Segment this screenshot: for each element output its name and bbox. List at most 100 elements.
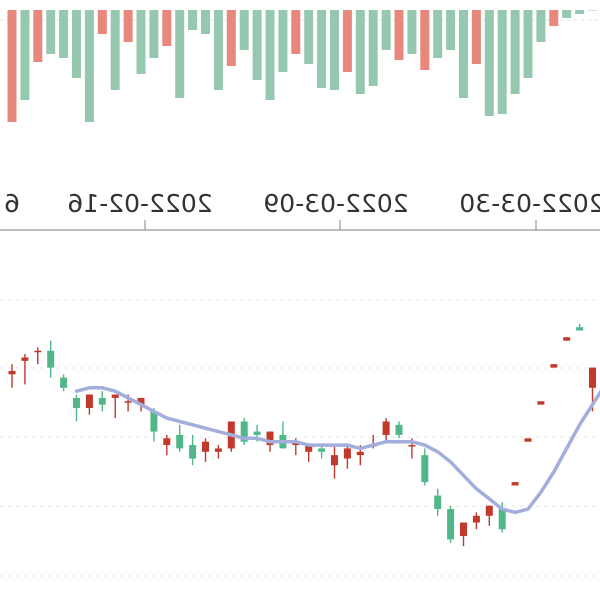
candle-body	[550, 364, 558, 368]
volume-bar	[84, 10, 94, 122]
volume-bar	[523, 10, 533, 78]
volume-bar	[46, 10, 56, 54]
candle-body	[472, 515, 480, 523]
candle-body	[47, 350, 55, 368]
volume-bar	[484, 10, 494, 116]
volume-bar	[317, 10, 327, 88]
volume-bar	[72, 10, 81, 78]
candle-body	[589, 367, 596, 388]
volume-bar	[368, 10, 378, 86]
candle-body	[460, 522, 467, 536]
volume-bar	[213, 10, 223, 90]
volume-bar	[420, 10, 430, 70]
volume-x-ticks: 6 2022-02-16 2022-03-09 2022-03-30	[4, 189, 600, 230]
candle-body	[537, 401, 545, 405]
volume-bar	[433, 10, 443, 58]
volume-bar	[459, 10, 468, 98]
volume-bar	[381, 10, 391, 50]
volume-bar	[252, 10, 262, 80]
volume-bar	[226, 10, 236, 66]
candle-body	[305, 445, 313, 452]
candle-body	[395, 424, 403, 435]
x-tick-label: 6	[4, 189, 20, 218]
volume-bar	[123, 10, 133, 42]
candle-body	[343, 448, 351, 459]
candle-body	[111, 394, 119, 398]
volume-bar	[239, 10, 249, 50]
volume-bar	[510, 10, 520, 94]
candle-body	[189, 445, 197, 459]
candle-body	[202, 441, 209, 452]
volume-bars	[7, 10, 597, 122]
volume-bar	[201, 10, 210, 34]
volume-bar	[471, 10, 481, 64]
volume-bar	[175, 10, 185, 98]
x-tick-label-group: 6	[4, 189, 20, 218]
candle-body	[421, 455, 429, 483]
volume-bar	[304, 10, 314, 64]
volume-bar	[497, 10, 507, 114]
candle-body	[85, 394, 93, 408]
candle-body	[73, 397, 80, 408]
candle-body	[253, 431, 261, 435]
candle-body	[240, 421, 248, 442]
candle-body	[137, 397, 145, 405]
candle-body	[176, 434, 184, 449]
volume-bar	[162, 10, 172, 46]
candle-body	[150, 411, 158, 432]
volume-bar	[588, 10, 597, 11]
candle-body	[563, 337, 571, 341]
candle-body	[266, 431, 274, 446]
candle-body	[408, 445, 416, 447]
volume-bar	[278, 10, 288, 72]
candle-body	[511, 482, 519, 486]
volume-bar	[330, 10, 339, 90]
candle-body	[485, 505, 493, 516]
candle-body	[98, 397, 106, 405]
candle-body	[434, 495, 442, 510]
candle-body	[60, 377, 68, 388]
volume-bar	[20, 10, 30, 100]
candle-body	[8, 370, 16, 375]
x-tick-label: 2022-02-16	[67, 189, 212, 218]
volume-bar	[136, 10, 146, 74]
volume-bar	[110, 10, 120, 90]
candle-body	[447, 509, 455, 540]
candlesticks	[8, 323, 596, 547]
candle-body	[356, 451, 364, 456]
volume-bar	[33, 10, 43, 62]
volume-bar	[562, 10, 572, 18]
volume-bar	[446, 10, 456, 50]
volume-bar	[59, 10, 69, 58]
volume-bar	[355, 10, 365, 94]
volume-bar	[549, 10, 559, 26]
candle-body	[318, 448, 326, 452]
volume-bar	[149, 10, 159, 58]
volume-bar	[536, 10, 546, 42]
volume-bar	[407, 10, 417, 54]
candle-body	[498, 509, 506, 530]
x-tick-label: 2022-03-30	[459, 189, 600, 218]
x-tick-label-group: 2022-03-09	[263, 189, 408, 218]
volume-bar	[342, 10, 352, 72]
candle-body	[163, 438, 171, 446]
x-tick-label-group: 2022-03-30	[459, 189, 600, 218]
candle-body	[21, 357, 29, 361]
candle-body	[34, 350, 42, 353]
candle-body	[524, 438, 532, 442]
volume-bar	[575, 10, 585, 14]
price-gridlines	[0, 299, 600, 577]
volume-bar	[265, 10, 275, 100]
candle-body	[214, 448, 222, 452]
volume-bar	[394, 10, 404, 60]
moving-average-line	[74, 386, 600, 515]
candle-body	[331, 455, 338, 466]
candle-body	[382, 421, 390, 435]
x-tick-label: 2022-03-09	[263, 189, 408, 218]
volume-bar	[7, 10, 17, 122]
volume-bar	[188, 10, 198, 30]
candle-body	[576, 327, 584, 331]
volume-bar	[291, 10, 301, 54]
volume-bar	[97, 10, 107, 34]
